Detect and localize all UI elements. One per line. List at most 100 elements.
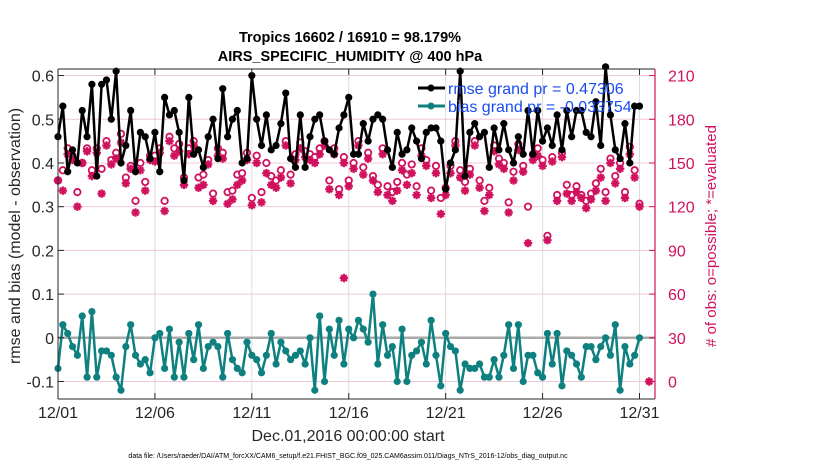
rmse-point bbox=[243, 155, 251, 163]
rmse-point bbox=[524, 106, 532, 115]
obs-evaluated-point bbox=[591, 186, 601, 195]
rmse-point bbox=[563, 106, 571, 115]
rmse-point bbox=[597, 141, 605, 150]
bias-point bbox=[505, 321, 513, 329]
obs-evaluated-core bbox=[133, 210, 138, 215]
rmse-point bbox=[180, 176, 188, 185]
bias-point bbox=[68, 342, 77, 351]
obs-evaluated-point bbox=[388, 196, 397, 206]
obs-evaluated-core bbox=[462, 188, 468, 193]
obs-possible-point bbox=[73, 188, 82, 197]
obs-evaluated-point bbox=[121, 179, 131, 188]
obs-evaluated-core bbox=[487, 192, 492, 198]
axes bbox=[57, 68, 656, 400]
bias-point bbox=[403, 377, 411, 386]
obs-evaluated-core bbox=[336, 192, 342, 198]
bias-point bbox=[635, 334, 644, 342]
obs-possible-point bbox=[208, 189, 218, 198]
obs-possible-point bbox=[141, 177, 150, 187]
bias-point bbox=[417, 338, 426, 346]
rmse-point bbox=[466, 128, 474, 136]
rmse-point bbox=[301, 163, 309, 171]
obs-evaluated-point bbox=[562, 189, 572, 198]
bias-point bbox=[127, 321, 135, 329]
obs-evaluated-core bbox=[288, 181, 293, 186]
obs-possible-point bbox=[136, 158, 145, 168]
rmse-point bbox=[146, 155, 154, 163]
bias-point bbox=[204, 342, 212, 351]
bias-point bbox=[277, 338, 285, 346]
obs-possible-point bbox=[509, 167, 518, 176]
obs-evaluated-core bbox=[109, 162, 114, 167]
rmse-point bbox=[78, 106, 86, 115]
obs-evaluated-core bbox=[482, 208, 487, 214]
bias-point bbox=[78, 312, 86, 320]
obs-evaluated-core bbox=[283, 143, 288, 148]
obs-evaluated-core bbox=[269, 182, 274, 188]
bias-point bbox=[456, 386, 464, 394]
obs-evaluated-point bbox=[407, 168, 416, 178]
rmse-point bbox=[257, 141, 266, 150]
bias-point bbox=[209, 338, 217, 346]
obs-possible-point bbox=[262, 158, 271, 168]
obs-evaluated-point bbox=[572, 187, 581, 197]
obs-evaluated-point bbox=[586, 195, 596, 204]
obs-evaluated-point bbox=[252, 158, 261, 168]
rmse-point bbox=[107, 115, 115, 123]
rmse-point bbox=[267, 146, 275, 154]
obs-possible-point bbox=[504, 198, 513, 207]
rmse-point bbox=[480, 128, 489, 136]
rmse-point bbox=[88, 80, 96, 88]
obs-evaluated-point bbox=[339, 158, 349, 168]
obs-possible-point bbox=[601, 188, 610, 197]
obs-evaluated-point bbox=[170, 151, 179, 160]
obs-evaluated-point bbox=[257, 198, 266, 207]
bias-point bbox=[592, 356, 600, 364]
rmse-point bbox=[606, 111, 615, 119]
rmse-point bbox=[374, 111, 382, 119]
rmse-point bbox=[354, 150, 363, 158]
y-tick-label: 0.1 bbox=[32, 287, 54, 304]
obs-evaluated-core bbox=[307, 157, 313, 163]
obs-evaluated-point bbox=[422, 161, 431, 171]
rmse-point bbox=[161, 93, 169, 102]
bias-point bbox=[606, 351, 615, 359]
rmse-point bbox=[209, 115, 217, 123]
obs-evaluated-core bbox=[559, 154, 565, 160]
obs-possible-point bbox=[247, 193, 256, 203]
obs-evaluated-point bbox=[286, 179, 295, 188]
obs-evaluated-point bbox=[102, 141, 111, 150]
obs-evaluated-core bbox=[622, 195, 628, 201]
bias-point bbox=[412, 347, 421, 355]
rmse-point bbox=[64, 168, 72, 176]
rmse-point bbox=[369, 115, 377, 123]
rmse-series bbox=[54, 63, 644, 193]
obs-evaluated-core bbox=[520, 169, 526, 174]
bias-point bbox=[568, 351, 576, 359]
bias-point bbox=[219, 373, 227, 381]
rmse-point bbox=[272, 141, 280, 150]
obs-evaluated-point bbox=[107, 160, 116, 169]
obs-evaluated-core bbox=[375, 189, 381, 195]
obs-possible-point bbox=[475, 176, 484, 185]
rmse-point bbox=[199, 163, 207, 171]
obs-isolated-point bbox=[339, 273, 349, 283]
rmse-point bbox=[417, 155, 426, 163]
obs-evaluated-core bbox=[608, 160, 613, 166]
obs-evaluated-core bbox=[617, 166, 623, 172]
bias-point bbox=[325, 325, 333, 333]
bias-point bbox=[340, 360, 348, 368]
obs-evaluated-core bbox=[399, 168, 405, 173]
rmse-point bbox=[316, 111, 324, 119]
obs-evaluated-core bbox=[428, 195, 434, 201]
obs-possible-point bbox=[480, 196, 489, 205]
bias-point bbox=[131, 351, 140, 359]
bias-point bbox=[194, 321, 203, 329]
bias-point bbox=[383, 351, 392, 359]
rmse-point bbox=[136, 128, 144, 136]
obs-evaluated-core bbox=[167, 138, 172, 144]
bias-point bbox=[83, 373, 91, 381]
bias-point bbox=[199, 364, 207, 373]
right-y-tick-labels: 0 30 60 90 120 150 180 210 bbox=[668, 69, 695, 392]
bias-point bbox=[151, 334, 159, 342]
